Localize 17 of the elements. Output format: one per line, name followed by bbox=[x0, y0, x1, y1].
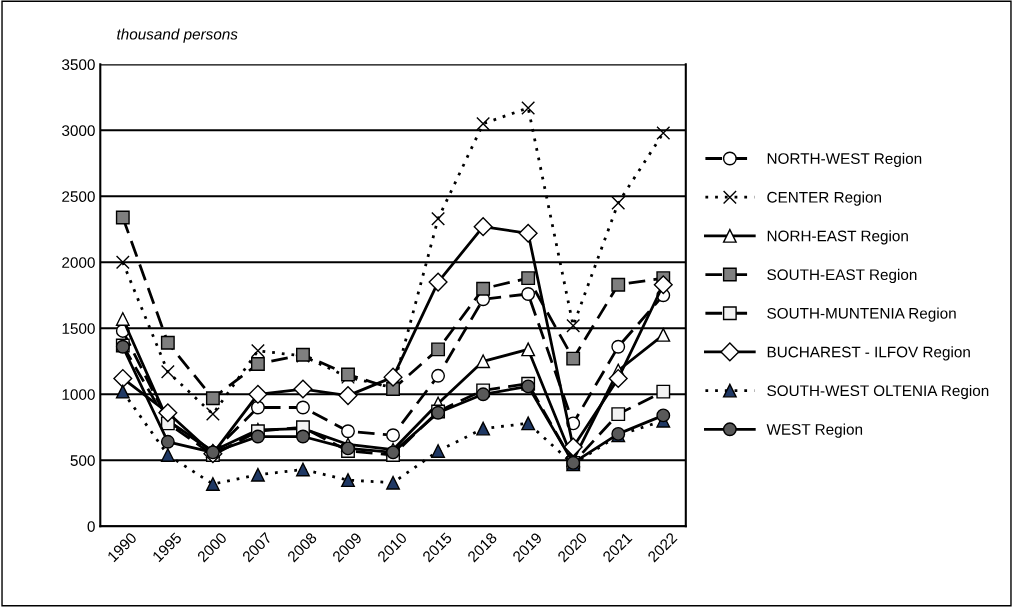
y-tick-label: 500 bbox=[70, 455, 95, 466]
legend-label: BUCHAREST - ILFOV Region bbox=[767, 346, 970, 361]
legend-label: WEST Region bbox=[766, 423, 863, 438]
y-axis-title: thousand persons bbox=[117, 28, 238, 43]
legend-label: NORTH-WEST Region bbox=[767, 152, 922, 168]
y-tick-label: 3500 bbox=[62, 59, 95, 71]
y-tick-label: 1500 bbox=[62, 323, 95, 334]
y-tick-label: 2500 bbox=[62, 191, 95, 203]
legend-label: SOUTH-WEST OLTENIA Region bbox=[767, 384, 989, 400]
legend-label: NORH-EAST Region bbox=[767, 230, 908, 245]
y-tick-label: 3000 bbox=[62, 125, 95, 137]
y-tick-label: 0 bbox=[87, 521, 95, 532]
y-tick-label: 1000 bbox=[62, 389, 95, 400]
legend-label: SOUTH-EAST Region bbox=[767, 268, 917, 284]
legend-label: SOUTH-MUNTENIA Region bbox=[767, 307, 956, 322]
legend-label: CENTER Region bbox=[767, 191, 881, 206]
y-tick-label: 2000 bbox=[62, 257, 95, 268]
